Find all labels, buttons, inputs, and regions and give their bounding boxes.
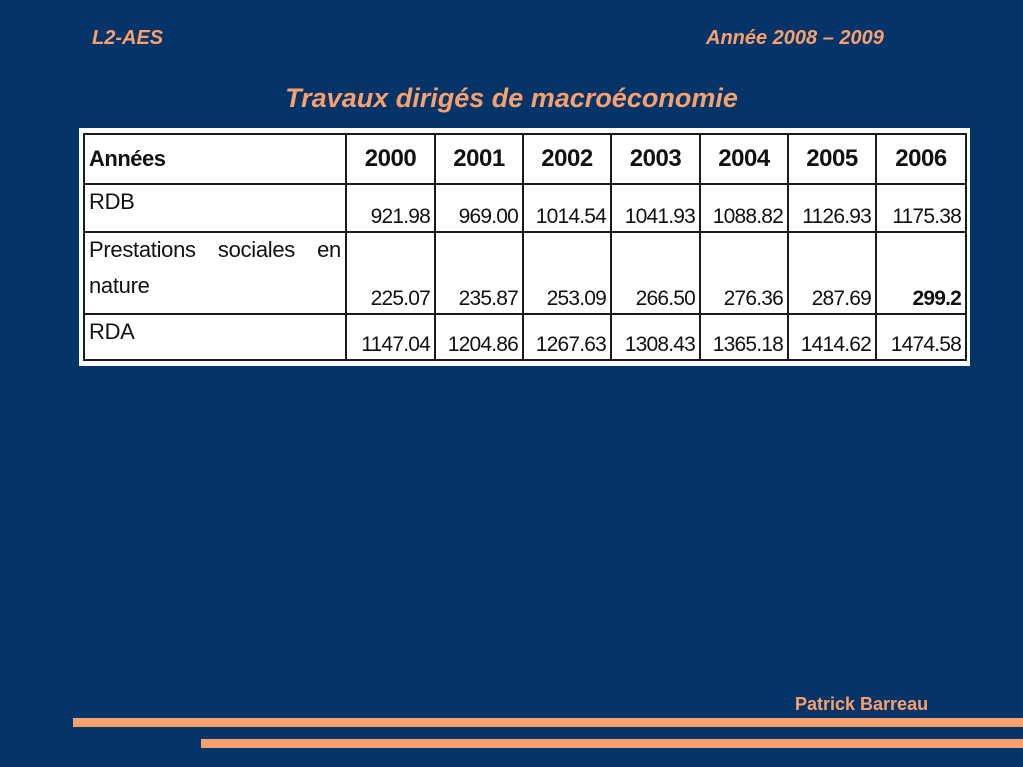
table-cell: 1414.62 <box>787 313 877 361</box>
row-label-line1: Prestations sociales en <box>89 237 341 263</box>
table-cell: 266.50 <box>610 231 701 315</box>
year-header: 2003 <box>610 133 701 185</box>
table-cell: 921.98 <box>345 183 436 233</box>
table-cell: 1014.54 <box>522 183 612 233</box>
row-label-rdb: RDB <box>83 183 347 233</box>
row-label-prestations: Prestations sociales en nature <box>83 231 347 315</box>
year-header: 2006 <box>875 133 967 185</box>
table-cell: 1308.43 <box>610 313 701 361</box>
label-word: en <box>317 237 341 262</box>
table-row: Prestations sociales en nature 225.07 23… <box>83 231 967 315</box>
table-row: RDA 1147.04 1204.86 1267.63 1308.43 1365… <box>83 313 967 361</box>
table-cell: 287.69 <box>787 231 877 315</box>
year-header: 2002 <box>522 133 612 185</box>
table-cell: 276.36 <box>699 231 789 315</box>
row-label-rda: RDA <box>83 313 347 361</box>
slide-title: Travaux dirigés de macroéconomie <box>285 83 738 113</box>
table-cell-highlighted: 299.2 <box>875 231 967 315</box>
header-label-cell: Années <box>83 133 347 185</box>
table-header-row: Années 2000 2001 2002 2003 2004 2005 200… <box>83 133 967 185</box>
table-cell: 1041.93 <box>610 183 701 233</box>
table-cell: 1175.38 <box>875 183 967 233</box>
header-year: Année 2008 – 2009 <box>706 27 884 49</box>
table-cell: 1126.93 <box>787 183 877 233</box>
data-table: Années 2000 2001 2002 2003 2004 2005 200… <box>83 133 967 361</box>
table-cell: 1204.86 <box>434 313 524 361</box>
header-course: L2-AES <box>92 27 164 49</box>
footer-bar-bottom <box>201 739 1023 748</box>
table-row: RDB 921.98 969.00 1014.54 1041.93 1088.8… <box>83 183 967 233</box>
year-header: 2000 <box>345 133 436 185</box>
footer-author: Patrick Barreau <box>795 694 929 714</box>
year-header: 2001 <box>434 133 524 185</box>
table-cell: 1474.58 <box>875 313 967 361</box>
year-header: 2004 <box>699 133 789 185</box>
footer-bar-top <box>73 718 1023 727</box>
table-cell: 1147.04 <box>345 313 436 361</box>
label-word: sociales <box>217 237 295 262</box>
table-cell: 253.09 <box>522 231 612 315</box>
data-table-frame: Années 2000 2001 2002 2003 2004 2005 200… <box>79 128 970 366</box>
table-cell: 1365.18 <box>699 313 789 361</box>
year-header: 2005 <box>787 133 877 185</box>
label-word: Prestations <box>89 237 196 262</box>
table-cell: 969.00 <box>434 183 524 233</box>
table-cell: 235.87 <box>434 231 524 315</box>
row-label-line2: nature <box>89 273 150 298</box>
table-cell: 225.07 <box>345 231 436 315</box>
table-cell: 1267.63 <box>522 313 612 361</box>
table-cell: 1088.82 <box>699 183 789 233</box>
